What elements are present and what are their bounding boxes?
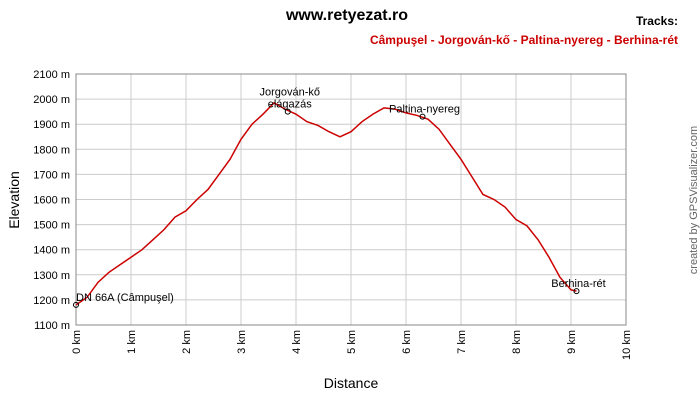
y-tick-label: 1500 m [33,220,70,232]
y-tick-label: 1800 m [33,144,70,156]
x-tick-label: 10 km [621,330,633,360]
y-tick-label: 2000 m [33,94,70,106]
y-tick-label: 1400 m [33,245,70,257]
x-tick-label: 9 km [566,330,578,354]
waypoint [419,113,426,120]
x-tick-label: 1 km [126,330,138,354]
x-tick-label: 7 km [456,330,468,354]
waypoint-label: DN 66A (Câmpuşel) [76,292,174,304]
x-tick-label: 5 km [346,330,358,354]
legend-entry: Câmpuşel - Jorgován-kő - Paltina-nyereg … [370,33,678,47]
elevation-line [75,101,577,306]
x-tick-label: 3 km [236,330,248,354]
waypoint [284,108,291,115]
y-tick-label: 2100 m [33,69,70,81]
legend-title: Tracks: [636,14,678,28]
waypoint-label: elágazás [268,99,313,111]
waypoint-label: Jorgován-kő [259,87,320,99]
y-tick-label: 1700 m [33,169,70,181]
x-tick-label: 2 km [181,330,193,354]
y-axis-label: Elevation [6,171,22,229]
x-tick-label: 0 km [71,330,83,354]
credit: created by GPSVisualizer.com [688,126,700,274]
x-tick-label: 4 km [291,330,303,354]
y-tick-label: 1100 m [34,320,70,332]
chart-title: www.retyezat.ro [285,7,408,24]
x-axis-label: Distance [324,375,379,391]
y-tick-label: 1600 m [33,195,70,207]
waypoint [73,301,79,308]
y-tick-label: 1300 m [33,270,70,282]
waypoint-label: Paltina-nyereg [389,104,460,116]
waypoint-label: Berhina-rét [551,278,605,290]
plot-frame [75,73,627,326]
waypoint [573,288,580,295]
x-tick-label: 8 km [511,330,523,354]
y-tick-label: 1900 m [33,119,70,131]
x-tick-label: 6 km [401,330,413,354]
y-tick-label: 1200 m [33,295,70,307]
